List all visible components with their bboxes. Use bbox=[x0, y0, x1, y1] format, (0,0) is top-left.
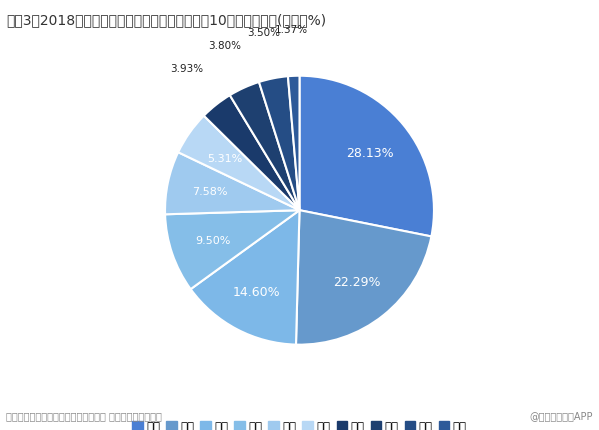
Text: 7.58%: 7.58% bbox=[192, 187, 228, 197]
Text: 28.13%: 28.13% bbox=[346, 146, 394, 159]
Wedge shape bbox=[300, 77, 434, 237]
Wedge shape bbox=[230, 83, 300, 211]
Text: 1.37%: 1.37% bbox=[275, 25, 308, 35]
Text: 22.29%: 22.29% bbox=[333, 276, 380, 289]
Wedge shape bbox=[288, 77, 300, 211]
Text: 3.50%: 3.50% bbox=[247, 28, 281, 38]
Wedge shape bbox=[204, 96, 300, 211]
Legend: 辽宁, 江苏, 陕西, 浙江, 广东, 上海, 安徽, 湖北, 青海, 福建: 辽宁, 江苏, 陕西, 浙江, 广东, 上海, 安徽, 湖北, 青海, 福建 bbox=[132, 420, 467, 430]
Text: 3.80%: 3.80% bbox=[208, 41, 241, 51]
Text: 3.93%: 3.93% bbox=[171, 64, 204, 74]
Text: 5.31%: 5.31% bbox=[207, 153, 243, 163]
Text: @前瞻经济学人APP: @前瞻经济学人APP bbox=[530, 411, 593, 421]
Wedge shape bbox=[165, 153, 300, 215]
Wedge shape bbox=[190, 211, 300, 345]
Text: 14.60%: 14.60% bbox=[233, 285, 281, 298]
Text: 9.50%: 9.50% bbox=[195, 235, 231, 245]
Wedge shape bbox=[296, 211, 431, 345]
Text: 图表3：2018年中国数控机床行业销售收入居前的10个地区比重图(单位：%): 图表3：2018年中国数控机床行业销售收入居前的10个地区比重图(单位：%) bbox=[6, 13, 326, 27]
Wedge shape bbox=[165, 211, 300, 289]
Wedge shape bbox=[259, 77, 300, 211]
Wedge shape bbox=[178, 117, 300, 211]
Text: 资料来源：数控中国机床工具工业年鉴 前瞻产业研究院整理: 资料来源：数控中国机床工具工业年鉴 前瞻产业研究院整理 bbox=[6, 411, 162, 421]
